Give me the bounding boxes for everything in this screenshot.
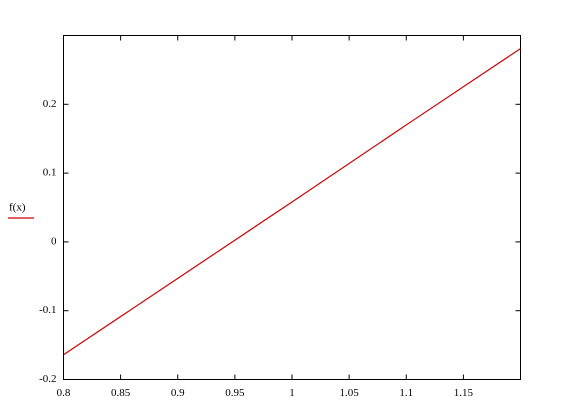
legend-label: f(x) [9,202,26,214]
y-tick-label: -0.1 [39,304,56,316]
y-tick-label: 0 [51,235,57,247]
x-tick-label: 0.8 [57,387,71,399]
x-tick-label: 1.1 [399,387,413,399]
series-line [63,48,521,356]
y-tick-label: 0.2 [43,98,57,110]
y-tick-label: -0.2 [39,373,56,385]
x-tick-label: 0.95 [225,387,245,399]
plot-frame [63,35,521,380]
x-tick-label: 0.9 [171,387,185,399]
x-tick-label: 1 [289,387,295,399]
x-tick-label: 1.15 [454,387,474,399]
y-tick-label: 0.1 [43,167,57,179]
x-tick-label: 1.05 [340,387,360,399]
x-tick-label: 0.85 [111,387,131,399]
